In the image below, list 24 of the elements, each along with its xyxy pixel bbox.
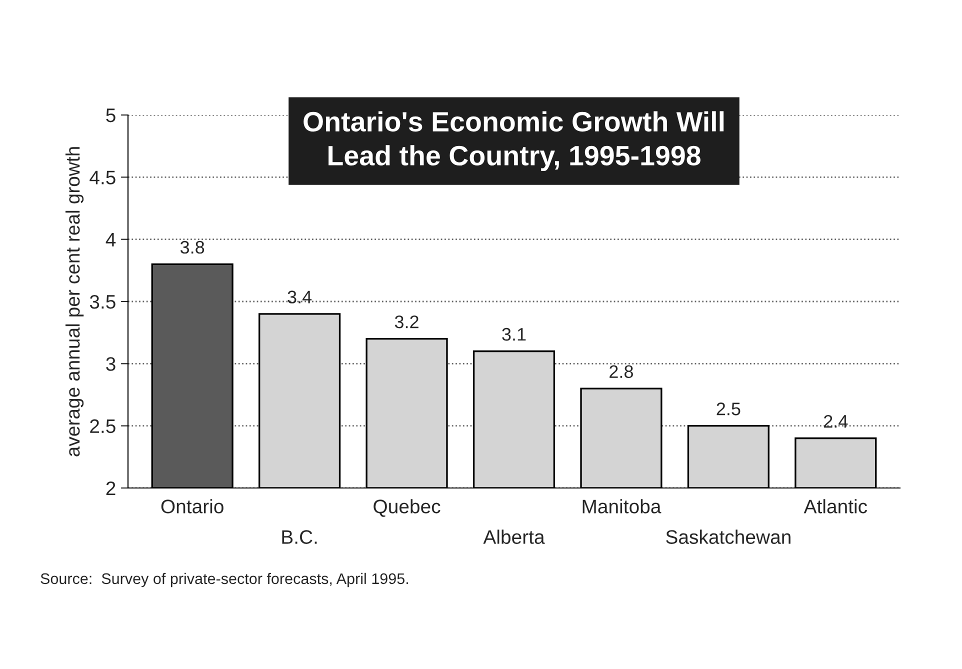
y-axis-title: average annual per cent real growth [65, 147, 84, 456]
y-tick-label: 3.5 [90, 294, 116, 309]
data-label: 2.8 [610, 365, 633, 378]
data-label: 2.5 [716, 402, 740, 416]
x-tick-label: Alberta [483, 530, 545, 544]
x-tick-label: Quebec [374, 499, 440, 517]
data-label: 3.8 [180, 240, 204, 254]
chart-title: Ontario's Economic Growth Will Lead the Country, 1995-1998 [304, 111, 724, 172]
data-label: 3.4 [288, 290, 312, 304]
y-tick-label: 2 [106, 481, 116, 496]
source-note: Source: Survey of private-sector forecasts, April 1995. [40, 572, 408, 588]
y-tick-label: 2.5 [90, 419, 116, 434]
data-label: 3.1 [502, 328, 526, 341]
y-tick-label: 4 [106, 233, 116, 246]
x-tick-label: Saskatchewan [666, 530, 790, 544]
x-tick-label: Manitoba [582, 499, 662, 514]
y-tick-label: 5 [106, 108, 116, 122]
x-tick-label: B.C. [282, 530, 317, 544]
y-tick-label: 4.5 [90, 170, 116, 184]
y-tick-label: 3 [106, 357, 116, 371]
data-label: 2.4 [824, 414, 848, 428]
data-label: 3.2 [394, 316, 418, 328]
x-tick-label: Atlantic [804, 499, 868, 514]
x-tick-label: Ontario [161, 499, 224, 514]
